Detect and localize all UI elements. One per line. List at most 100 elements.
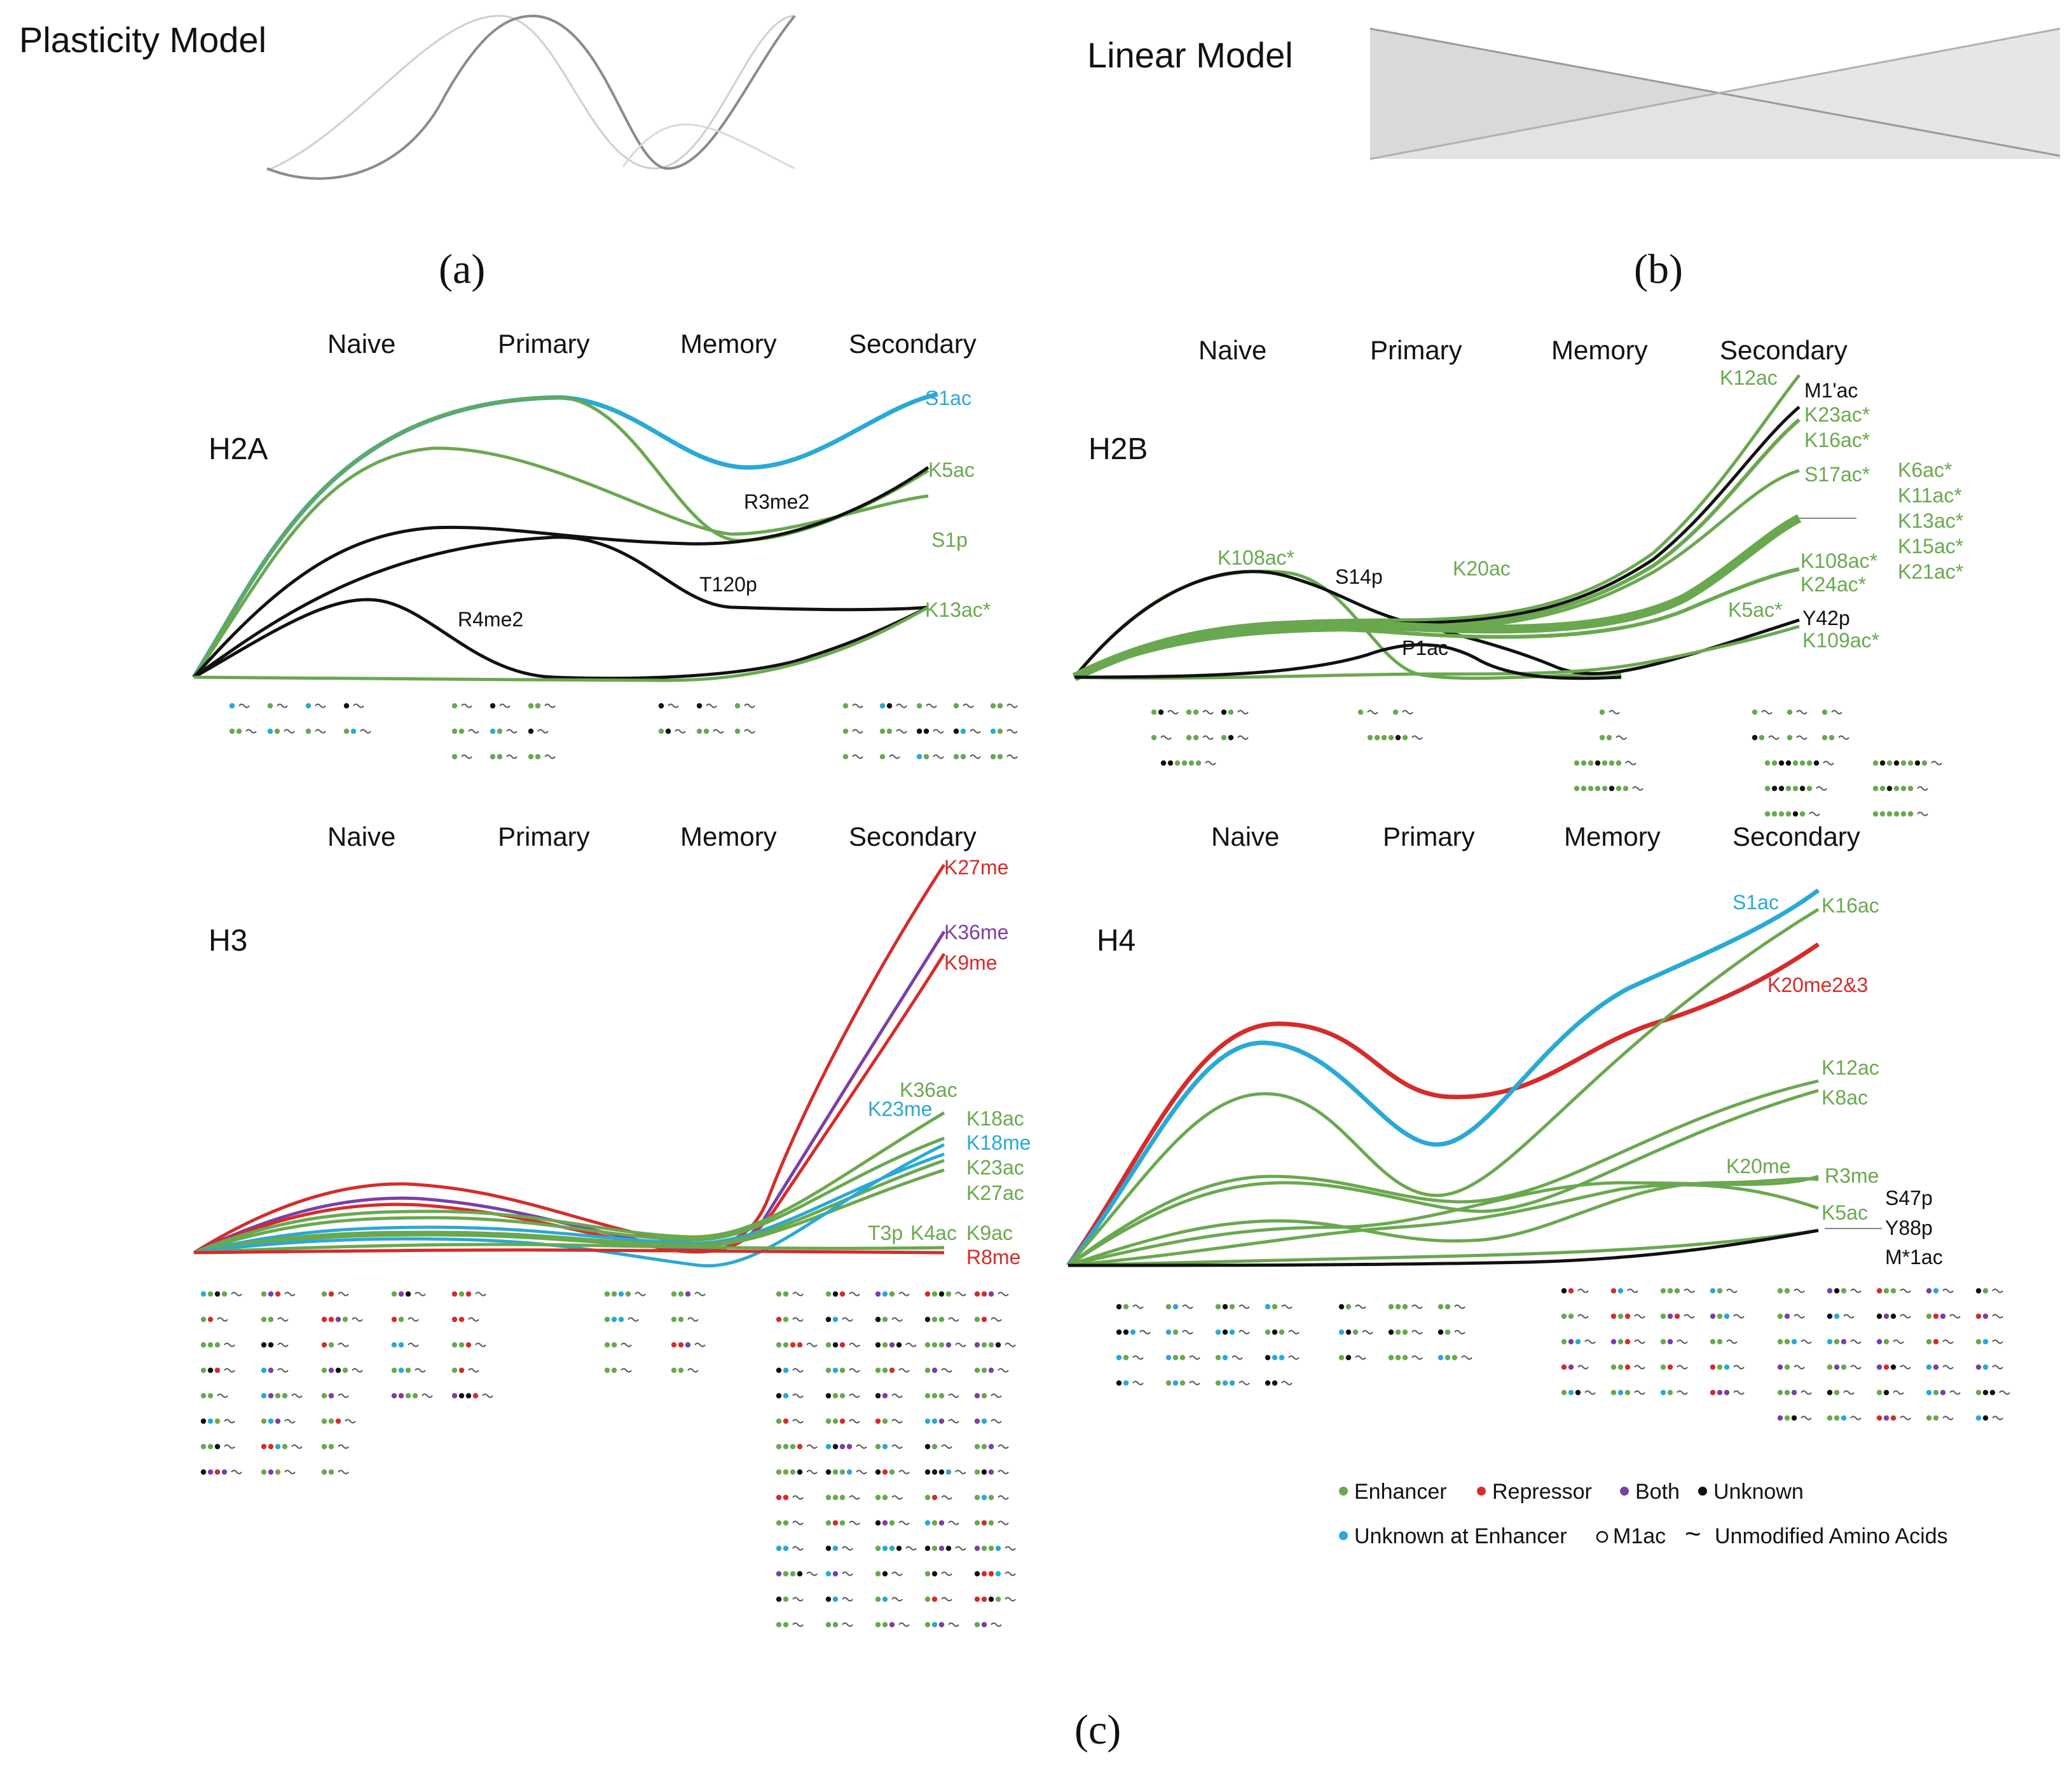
sequence-dot	[839, 1418, 846, 1424]
legend-both-swatch	[1620, 1487, 1629, 1496]
sequence-tilde	[544, 703, 556, 708]
sequence-dot	[490, 754, 496, 760]
sequence-dot	[825, 1316, 832, 1323]
sequence-dot	[1933, 1339, 1939, 1345]
sequence-tilde	[1355, 1304, 1366, 1309]
sequence-tilde	[1677, 1390, 1688, 1395]
sequence-tilde	[1132, 1380, 1144, 1386]
sequence-dot	[832, 1596, 839, 1602]
sequence-dot	[1595, 785, 1601, 792]
sequence-dot	[1575, 1389, 1581, 1396]
sequence-dot	[1229, 1304, 1235, 1310]
sequence-dot	[974, 1494, 980, 1501]
h3-stage-primary: Primary	[498, 822, 590, 851]
h3-curve-k18ac	[193, 1136, 945, 1255]
sequence-dot	[275, 1469, 281, 1475]
sequence-dot	[451, 728, 458, 734]
sequence-dot	[1799, 811, 1806, 817]
sequence-dot	[405, 1367, 411, 1373]
sequence-dot	[981, 1316, 987, 1323]
sequence-dot	[931, 1443, 938, 1450]
sequence-dot	[825, 1418, 832, 1424]
sequence-dot	[1893, 785, 1900, 792]
h4-label-s47p: S47p	[1885, 1187, 1933, 1209]
h4-curve-k8ac	[1067, 1089, 1819, 1267]
sequence-dot	[328, 1418, 334, 1424]
sequence-tilde	[1850, 1288, 1862, 1293]
sequence-tilde	[352, 1317, 363, 1322]
sequence-dot	[451, 1367, 458, 1373]
sequence-tilde	[1288, 1330, 1300, 1335]
sequence-tilde	[1992, 1288, 2003, 1293]
sequence-dot	[1610, 1288, 1617, 1294]
sequence-dot	[261, 1393, 267, 1399]
sequence-tilde	[941, 1571, 952, 1576]
sequence-dot	[1792, 785, 1799, 792]
sequence-dot	[1660, 1364, 1666, 1370]
sequence-tilde	[1917, 786, 1928, 791]
sequence-dot	[945, 1469, 952, 1475]
sequence-dot	[875, 1418, 881, 1424]
sequence-dot	[974, 1469, 980, 1475]
sequence-tilde	[1367, 710, 1378, 715]
sequence-dot	[875, 1596, 881, 1602]
sequence-dot	[391, 1367, 397, 1373]
sequence-tilde	[284, 1419, 296, 1424]
sequence-dot	[960, 728, 966, 734]
sequence-dot	[1395, 1354, 1401, 1361]
sequence-dot	[1827, 1288, 1833, 1294]
sequence-tilde	[898, 1622, 910, 1627]
sequence-dot	[207, 1443, 214, 1450]
sequence-tilde	[217, 1393, 228, 1398]
sequence-dot	[1610, 1364, 1617, 1370]
sequence-dot	[938, 1316, 945, 1323]
sequence-dot	[328, 1443, 334, 1450]
sequence-dot	[497, 754, 503, 760]
panel-a-title: Plasticity Model	[19, 20, 266, 60]
sequence-dot	[1791, 1415, 1797, 1421]
sequence-tilde	[1726, 1339, 1738, 1344]
sequence-tilde	[991, 1622, 1002, 1627]
h2b-label-k108ac-right: K108ac*	[1801, 549, 1877, 572]
sequence-tilde	[955, 1342, 966, 1347]
sequence-dot	[839, 1443, 846, 1450]
sequence-tilde	[849, 1342, 860, 1347]
sequence-tilde	[1281, 1380, 1293, 1386]
h4-label-k16ac: K16ac	[1822, 894, 1879, 917]
sequence-dot	[229, 728, 235, 734]
sequence-tilde	[849, 1520, 860, 1525]
sequence-tilde	[1850, 1365, 1862, 1370]
sequence-dot	[931, 1494, 938, 1501]
sequence-dot	[1799, 760, 1806, 766]
sequence-dot	[924, 1520, 931, 1526]
sequence-dot	[221, 1469, 228, 1475]
h2a-curve-t120p	[193, 535, 929, 679]
sequence-dot	[1667, 1364, 1673, 1370]
sequence-dot	[451, 754, 458, 760]
h2b-label-k13ac: K13ac*	[1898, 509, 1963, 532]
sequence-dot	[398, 1316, 404, 1323]
sequence-dot	[882, 1367, 888, 1373]
h4-label-s1ac: S1ac	[1732, 891, 1779, 914]
sequence-dot	[1876, 1415, 1883, 1421]
sequence-dot	[839, 1367, 846, 1373]
sequence-dot	[783, 1545, 789, 1552]
sequence-dot	[1660, 1389, 1666, 1396]
sequence-dot	[1777, 1415, 1783, 1421]
sequence-dot	[783, 1393, 789, 1399]
h2a-label-t120p: T120p	[699, 573, 757, 596]
sequence-dot	[200, 1469, 207, 1475]
sequence-tilde	[353, 703, 364, 708]
sequence-dot	[923, 728, 930, 734]
sequence-dot	[832, 1494, 839, 1501]
sequence-dot	[1602, 785, 1608, 792]
sequence-tilde	[224, 1419, 235, 1424]
sequence-dot	[1338, 1304, 1345, 1310]
sequence-dot	[988, 1443, 994, 1450]
sequence-dot	[988, 1469, 994, 1475]
sequence-tilde	[1942, 1339, 1954, 1344]
sequence-tilde	[792, 1622, 804, 1627]
sequence-dot	[405, 1291, 411, 1297]
sequence-dot	[825, 1520, 832, 1526]
